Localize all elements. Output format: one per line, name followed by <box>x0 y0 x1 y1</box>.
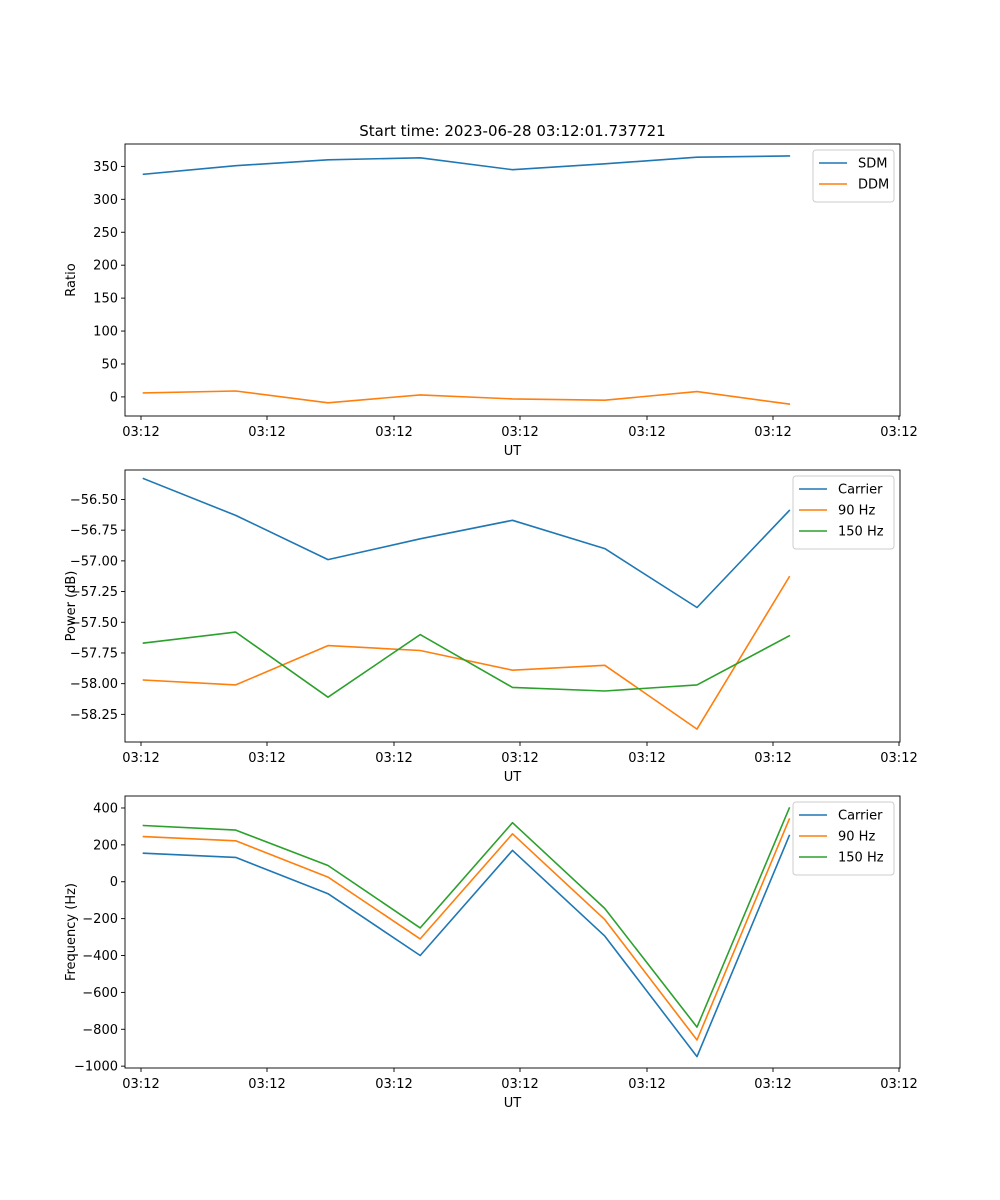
legend: Carrier 90 Hz 150 Hz <box>792 801 895 876</box>
legend-entry: 150 Hz <box>838 525 884 540</box>
y-tick-label: −56.75 <box>70 524 118 539</box>
y-tick-label: 0 <box>110 390 118 405</box>
y-axis-label: Frequency (Hz) <box>64 883 79 981</box>
x-tick-label: 03:12 <box>501 751 538 766</box>
x-tick-label: 03:12 <box>754 1077 791 1092</box>
x-tick-label: 03:12 <box>880 751 917 766</box>
x-axis-label: UT <box>504 444 522 459</box>
y-tick-label: −400 <box>82 949 118 964</box>
y-axis-label: Ratio <box>64 263 79 296</box>
y-tick-label: −200 <box>82 912 118 927</box>
x-tick-label: 03:12 <box>248 425 285 440</box>
y-tick-label: −58.25 <box>70 708 118 723</box>
y-tick-label: −57.50 <box>70 616 118 631</box>
y-tick-label: 400 <box>93 801 118 816</box>
legend-entry: 90 Hz <box>838 830 875 845</box>
legend-entry: 150 Hz <box>838 851 884 866</box>
series-line-sdm <box>142 155 791 176</box>
x-tick-label: 03:12 <box>754 425 791 440</box>
y-tick-label: −57.25 <box>70 585 118 600</box>
y-axis-label: Power (dB) <box>64 571 79 642</box>
chart-panel-2: 03:12 03:12 03:12 03:12 03:12 03:12 03:12 −58.2… <box>64 469 918 785</box>
series-line-carrier <box>142 834 791 1058</box>
series-line-150-hz <box>142 806 791 1028</box>
series-line-90-hz <box>142 818 791 1041</box>
y-tick-label: 0 <box>110 875 118 890</box>
figure-title: Start time: 2023-06-28 03:12:01.737721 <box>359 122 665 140</box>
chart-panel-1: 03:12 03:12 03:12 03:12 03:12 03:12 03:12 0 50 10… <box>64 143 918 459</box>
y-tick-label: 300 <box>93 193 118 208</box>
legend: Carrier 90 Hz 150 Hz <box>792 475 895 550</box>
legend-entry: Carrier <box>838 483 883 498</box>
axes-frame <box>124 795 901 1069</box>
x-tick-label: 03:12 <box>501 1077 538 1092</box>
series-line-90-hz <box>142 575 791 730</box>
x-tick-label: 03:12 <box>375 1077 412 1092</box>
axes-frame <box>124 143 901 417</box>
legend-entry: Carrier <box>838 809 883 824</box>
x-tick-label: 03:12 <box>501 425 538 440</box>
y-tick-label: −57.00 <box>70 554 118 569</box>
series-line-150-hz <box>142 631 791 699</box>
x-tick-label: 03:12 <box>122 425 159 440</box>
y-tick-label: −800 <box>82 1023 118 1038</box>
y-tick-label: 200 <box>93 838 118 853</box>
x-tick-label: 03:12 <box>628 1077 665 1092</box>
legend-entry: DDM <box>858 178 889 193</box>
x-axis-label: UT <box>504 1096 522 1111</box>
x-tick-label: 03:12 <box>880 425 917 440</box>
y-tick-label: 200 <box>93 259 118 274</box>
x-tick-label: 03:12 <box>628 751 665 766</box>
axes-frame <box>124 469 901 743</box>
legend-entry: 90 Hz <box>838 504 875 519</box>
y-tick-label: 150 <box>93 292 118 307</box>
x-tick-label: 03:12 <box>248 1077 285 1092</box>
chart-panel-3: 03:12 03:12 03:12 03:12 03:12 03:12 03:12 −1000… <box>64 795 918 1111</box>
x-tick-label: 03:12 <box>628 425 665 440</box>
x-axis-label: UT <box>504 770 522 785</box>
series-line-carrier <box>142 477 791 609</box>
legend-entry: SDM <box>858 157 887 172</box>
y-tick-label: −600 <box>82 986 118 1001</box>
x-tick-label: 03:12 <box>122 1077 159 1092</box>
y-tick-label: −1000 <box>74 1060 118 1075</box>
legend: SDM DDM <box>812 149 895 203</box>
x-tick-label: 03:12 <box>375 425 412 440</box>
y-tick-label: 100 <box>93 325 118 340</box>
x-tick-label: 03:12 <box>248 751 285 766</box>
y-tick-label: 250 <box>93 226 118 241</box>
y-tick-label: −56.50 <box>70 493 118 508</box>
x-tick-label: 03:12 <box>880 1077 917 1092</box>
y-tick-label: 50 <box>101 357 118 372</box>
x-tick-label: 03:12 <box>375 751 412 766</box>
series-line-ddm <box>142 390 791 406</box>
y-tick-label: −57.75 <box>70 646 118 661</box>
x-tick-label: 03:12 <box>122 751 159 766</box>
x-tick-label: 03:12 <box>754 751 791 766</box>
y-tick-label: −58.00 <box>70 677 118 692</box>
y-tick-label: 350 <box>93 160 118 175</box>
